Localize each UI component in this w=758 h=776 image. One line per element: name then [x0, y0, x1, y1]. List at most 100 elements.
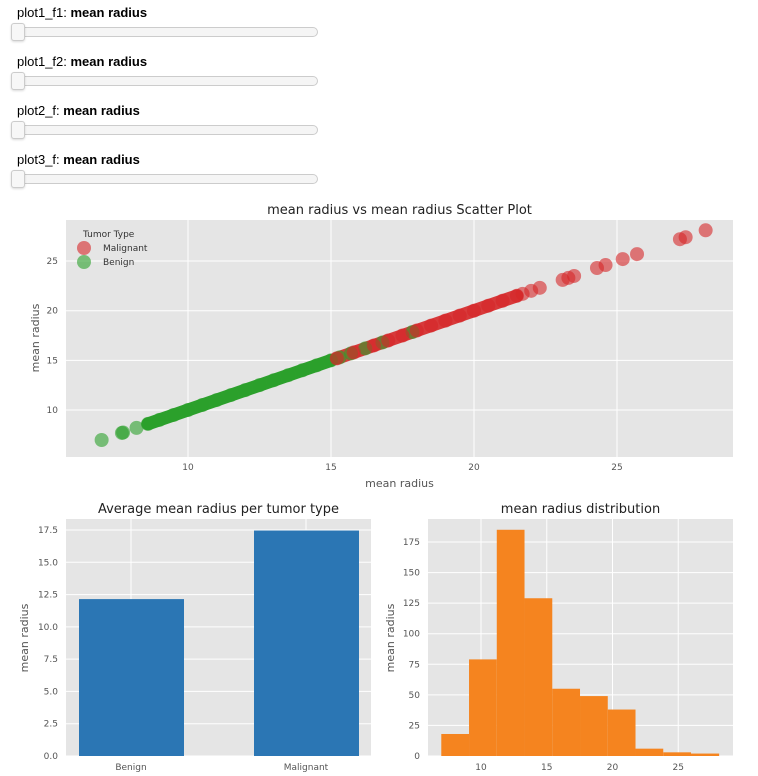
malignant-point [567, 268, 582, 283]
malignant-point [481, 298, 496, 313]
slider-name: plot1_f1: [17, 5, 71, 20]
y-tick-label: 25 [47, 257, 58, 267]
x-tick-label: 20 [607, 763, 619, 773]
x-tick-label: 25 [673, 763, 684, 773]
malignant-point [532, 280, 547, 295]
malignant-point [598, 258, 613, 273]
x-tick-label: 15 [541, 763, 552, 773]
x-tick-label: Malignant [284, 763, 329, 773]
y-tick-label: 125 [403, 599, 420, 609]
slider-label: plot2_f: mean radius [17, 103, 140, 118]
malignant-point [698, 223, 713, 238]
slider-widget-plot2-f: plot2_f: mean radius [0, 103, 330, 152]
benign-point [166, 407, 181, 422]
benign-point [209, 393, 224, 408]
slider-widget-plot1-f2: plot1_f2: mean radius [0, 54, 330, 103]
y-tick-label: 7.5 [44, 655, 58, 665]
benign-point [266, 373, 281, 388]
benign-point [238, 383, 253, 398]
x-tick-label: 20 [468, 463, 480, 473]
y-tick-label: 10 [47, 406, 59, 416]
legend-benign-label: Benign [103, 258, 134, 268]
legend-malignant-label: Malignant [103, 244, 148, 254]
legend-malignant-marker [77, 241, 91, 255]
malignant-point [366, 338, 381, 353]
benign-point [94, 432, 109, 447]
slider-name: plot3_f: [17, 152, 64, 167]
bar-chart: 0.0 2.5 5.0 7.5 10.0 12.5 15.0 17.5 Benign Malign… [18, 502, 371, 773]
x-tick-label: 10 [182, 463, 194, 473]
malignant-point [678, 230, 693, 245]
benign-point [295, 363, 310, 378]
y-tick-label: 15 [47, 356, 58, 366]
y-tick-label: 15.0 [38, 558, 58, 568]
x-tick-label: 25 [611, 463, 622, 473]
slider-name: plot2_f: [17, 103, 64, 118]
y-tick-label: 12.5 [38, 591, 58, 601]
x-tick-label: 15 [325, 463, 336, 473]
y-tick-label: 5.0 [44, 687, 59, 697]
legend-title: Tumor Type [82, 230, 135, 240]
histogram-bin [580, 696, 608, 756]
benign-point [129, 420, 144, 435]
y-tick-label: 75 [409, 660, 420, 670]
histogram-bin [524, 598, 553, 756]
malignant-point [438, 313, 453, 328]
chart-title: mean radius vs mean radius Scatter Plot [267, 203, 532, 218]
benign-point [152, 412, 167, 427]
y-axis-label: mean radius [18, 603, 31, 672]
y-tick-label: 2.5 [44, 720, 58, 730]
malignant-point [615, 252, 630, 267]
slider-value: mean radius [70, 54, 148, 69]
histogram-bin [663, 752, 692, 756]
y-axis-label: mean radius [29, 303, 42, 372]
histogram-bin [441, 733, 470, 756]
histogram-bin [469, 659, 497, 756]
y-axis-label: mean radius [384, 603, 397, 672]
benign-point [116, 425, 131, 440]
benign-point [309, 358, 324, 373]
malignant-point [395, 328, 410, 343]
y-tick-label: 0 [414, 752, 420, 762]
malignant-point [495, 293, 510, 308]
benign-point [281, 368, 296, 383]
slider-value: mean radius [63, 152, 140, 167]
histogram-bin [496, 529, 525, 756]
y-tick-label: 175 [403, 538, 420, 548]
legend-benign-marker [77, 255, 91, 269]
bar-malignant [254, 530, 359, 756]
malignant-point [467, 303, 481, 318]
histogram-bin [635, 748, 664, 756]
slider-handle[interactable] [11, 72, 25, 90]
y-tick-label: 150 [403, 569, 420, 579]
chart-title: Average mean radius per tumor type [98, 502, 339, 517]
malignant-point [329, 351, 344, 366]
y-tick-label: 50 [409, 691, 421, 701]
y-tick-label: 25 [409, 721, 420, 731]
malignant-point [381, 333, 396, 348]
slider-name: plot1_f2: [17, 54, 71, 69]
histogram-chart: 10 15 20 25 0 25 50 75 100 125 150 175 mean radius d… [384, 502, 733, 773]
chart-title: mean radius distribution [501, 502, 660, 517]
slider-handle[interactable] [11, 23, 25, 41]
slider-label: plot1_f2: mean radius [17, 54, 147, 69]
benign-point [181, 403, 195, 417]
benign-point [252, 378, 267, 393]
slider-label: plot1_f1: mean radius [17, 5, 147, 20]
x-tick-label: Benign [115, 763, 146, 773]
y-tick-label: 10.0 [38, 623, 58, 633]
slider-value: mean radius [70, 5, 148, 20]
slider-widget-plot3-f: plot3_f: mean radius [0, 152, 330, 201]
x-axis-label: mean radius [365, 477, 434, 490]
scatter-plot: 10 15 20 25 10 15 20 25 mean radius vs mean radi… [29, 203, 733, 490]
benign-point [140, 416, 155, 431]
slider-handle[interactable] [11, 170, 25, 188]
bar-benign [79, 599, 184, 756]
malignant-point [346, 345, 361, 360]
slider-label: plot3_f: mean radius [17, 152, 140, 167]
malignant-point [452, 308, 467, 323]
slider-value: mean radius [63, 103, 140, 118]
histogram-bin [552, 688, 581, 756]
slider-handle[interactable] [11, 121, 25, 139]
benign-point [195, 398, 210, 413]
